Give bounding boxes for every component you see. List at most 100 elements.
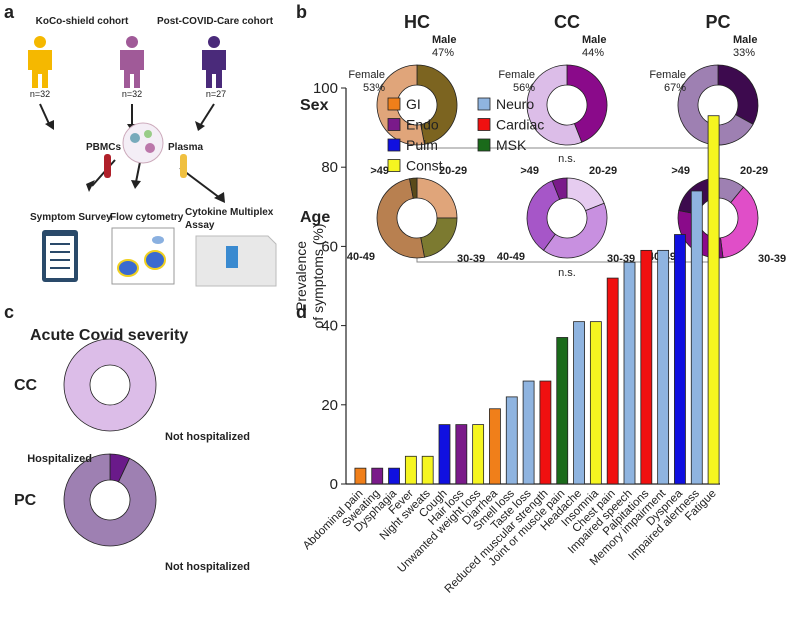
y-tick-label: 60 (321, 238, 338, 255)
bar (505, 396, 518, 485)
cohort-label: KoCo-shield cohort (36, 16, 129, 27)
bar (640, 249, 653, 485)
slice-label: Male (582, 34, 606, 46)
slice-label: 30-39 (758, 253, 786, 265)
bar (606, 277, 619, 485)
slice-label: Not hospitalized (165, 431, 250, 443)
row-label: Sex (300, 97, 329, 114)
slice-label: Female (498, 69, 535, 81)
donut-title: PC (14, 492, 37, 509)
donut-slice (416, 64, 458, 145)
donut-slice (551, 177, 568, 200)
value-label: 44% (582, 47, 604, 59)
cell (144, 130, 152, 138)
legend-swatch (387, 118, 401, 131)
slice-label: 20-29 (439, 165, 467, 177)
person-head (208, 36, 220, 48)
slice-label: Male (432, 34, 456, 46)
panel-label: c (4, 302, 14, 322)
person-body (28, 50, 52, 88)
legend-label: Const (406, 158, 443, 174)
person-head (34, 36, 46, 48)
count-label: n=32 (122, 89, 142, 99)
slice-label: 20-29 (589, 165, 617, 177)
donut-slice (409, 177, 418, 199)
bar (472, 424, 485, 485)
bar (371, 467, 384, 485)
flow-blob (117, 259, 139, 277)
bar (455, 424, 468, 485)
bar (657, 249, 670, 485)
assay-label: Flow cytometry (110, 212, 184, 223)
sample-label: Plasma (168, 142, 203, 153)
slice-label: 20-29 (740, 165, 768, 177)
column-label: CC (554, 12, 580, 32)
slice-label: Male (733, 34, 757, 46)
legend-label: Neuro (496, 96, 534, 112)
panel-label: a (4, 2, 15, 22)
bar (438, 424, 451, 485)
donut-slice (63, 453, 157, 547)
donut-slice (526, 64, 583, 146)
clipboard-sheet (46, 236, 74, 278)
value-label: 67% (664, 82, 686, 94)
column-label: HC (404, 12, 430, 32)
legend-swatch (387, 97, 401, 111)
legend-swatch (387, 138, 401, 152)
slice-label: Female (348, 69, 385, 81)
flow-blob (144, 250, 166, 270)
slice-label: 40-49 (497, 251, 525, 263)
donut-slice (420, 217, 458, 258)
slice-label: >49 (671, 165, 690, 177)
donut-slice (720, 186, 759, 259)
value-label: 56% (513, 82, 535, 94)
count-label: n=32 (30, 89, 50, 99)
significance: n.s. (558, 153, 576, 165)
panel-label: d (296, 302, 307, 322)
value-label: 53% (363, 82, 385, 94)
legend-swatch (387, 159, 401, 172)
assay-label: Cytokine Multiplex (185, 207, 274, 218)
legend-label: GI (406, 96, 421, 112)
slice-label: Hospitalized (27, 453, 92, 465)
slice-label: >49 (520, 165, 539, 177)
y-tick-label: 80 (321, 159, 338, 176)
legend-swatch (477, 97, 491, 111)
bar (556, 337, 569, 485)
cell-cluster (122, 122, 164, 164)
value-label: 47% (432, 47, 454, 59)
legend-label: MSK (496, 137, 527, 153)
bar (690, 190, 703, 485)
donut-slice (717, 64, 759, 125)
person-head (126, 36, 138, 48)
row-label: Age (300, 209, 330, 226)
y-axis-label: of symptoms (%) (310, 223, 326, 328)
y-tick-label: 20 (321, 397, 338, 414)
assay-well (226, 246, 238, 268)
significance: n.s. (558, 267, 576, 279)
sample-label: PBMCs (86, 142, 121, 153)
bar (589, 321, 602, 485)
bar (404, 455, 417, 485)
bar (707, 115, 720, 485)
person-body (120, 50, 144, 88)
arrow-heads (45, 120, 225, 203)
people-icons (28, 36, 226, 88)
slice-label: >49 (370, 165, 389, 177)
donut-slice (526, 180, 561, 251)
y-axis-label: Prevalence (293, 241, 309, 311)
bar (674, 234, 686, 485)
slice-label: Not hospitalized (165, 561, 250, 573)
flow-blob (152, 236, 164, 244)
bar (489, 408, 501, 485)
cell (130, 133, 140, 143)
donut-slice (566, 64, 608, 143)
y-tick-label: 40 (321, 318, 338, 335)
panel-label: b (296, 2, 307, 22)
bar (354, 467, 367, 485)
donut-title: CC (14, 377, 38, 394)
value-label: 33% (733, 47, 755, 59)
cohort-label: Post-COVID-Care cohort (157, 16, 274, 27)
legend-swatch (477, 138, 491, 152)
